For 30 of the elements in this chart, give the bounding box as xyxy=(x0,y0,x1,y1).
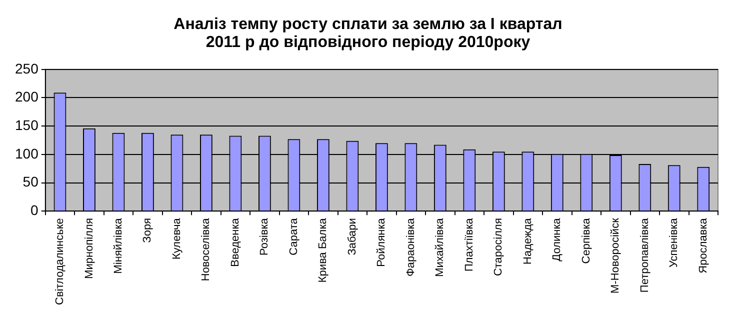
x-tick-label: Успенівка xyxy=(668,217,680,268)
x-tick-label: Введенка xyxy=(229,217,242,267)
y-tick-label: 250 xyxy=(15,60,39,76)
x-tick-label: Світлодалинське xyxy=(54,218,66,305)
x-tick-label: Сарата xyxy=(288,217,300,256)
x-tick-label: Петропавлівка xyxy=(638,217,651,293)
x-tick-label: Надежда xyxy=(522,217,534,264)
x-tick-label: Ярославка xyxy=(697,217,710,274)
y-tick-label: 200 xyxy=(15,88,39,105)
x-tick-label: Долинка xyxy=(551,217,564,262)
x-tick-label: Плахтіївка xyxy=(463,217,476,272)
x-tick-label: Ройлянка xyxy=(376,217,388,267)
x-tick-label: М-Новоросійск xyxy=(610,218,622,294)
x-tick-label: Крива Балка xyxy=(317,217,330,283)
x-tick-label: Кулевча xyxy=(170,217,183,260)
y-tick-label: 100 xyxy=(15,145,39,162)
chart-title: Аналіз темпу росту сплати за землю за І квартал 2011 р до відповідного періоду 2010року xyxy=(172,15,564,53)
x-tick-label: Фараонівка xyxy=(404,217,417,276)
x-tick-label: Михайлівка xyxy=(434,217,446,277)
y-tick-label: 50 xyxy=(22,174,39,190)
x-tick-label: Мирнопілля xyxy=(83,218,96,279)
y-tick-label: 150 xyxy=(15,116,39,133)
x-tick-label: Новоселівка xyxy=(200,217,212,282)
x-tick-label: Міняйлівка xyxy=(112,217,125,274)
x-tick-label: Зоря xyxy=(142,218,154,243)
x-tick-label: Забари xyxy=(346,218,358,256)
y-tick-label: 0 xyxy=(30,202,39,218)
x-tick-label: Серпівка xyxy=(580,217,592,264)
x-tick-label: Розівка xyxy=(258,217,271,256)
x-tick-label: Старосілля xyxy=(492,218,505,276)
